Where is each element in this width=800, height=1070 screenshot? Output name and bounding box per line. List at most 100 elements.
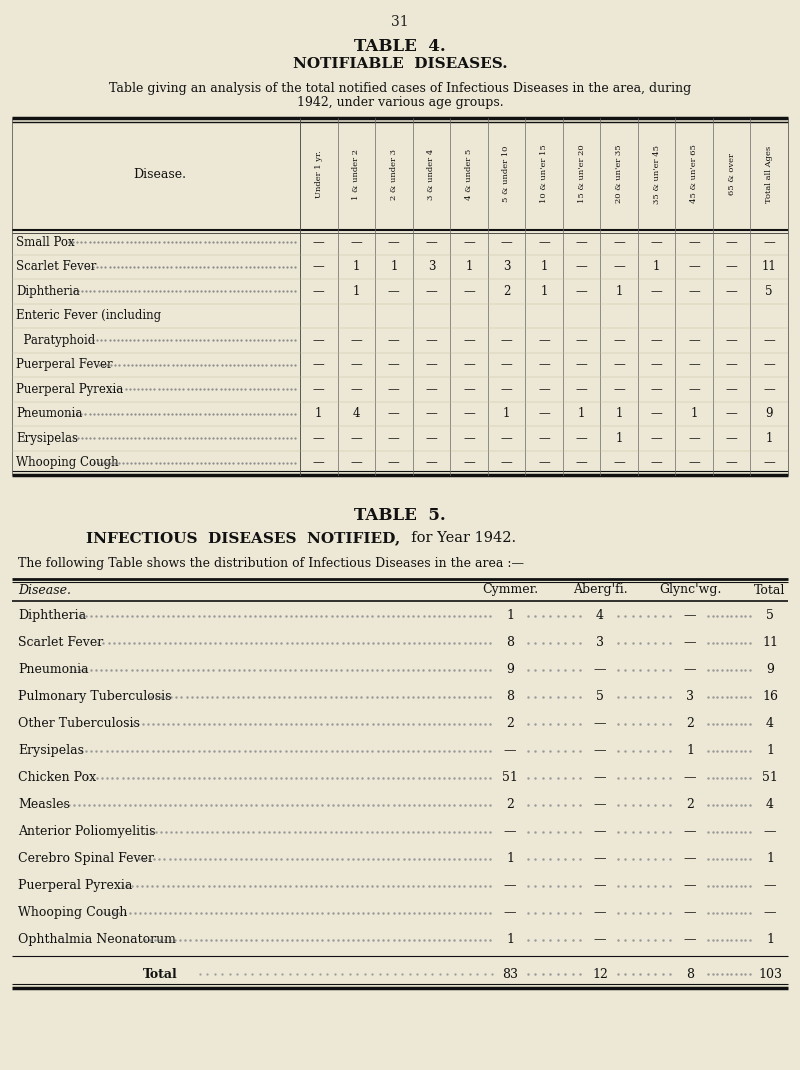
Text: —: —: [538, 358, 550, 371]
Text: Table giving an analysis of the total notified cases of Infectious Diseases in t: Table giving an analysis of the total no…: [109, 82, 691, 95]
Text: 45 & un'er 65: 45 & un'er 65: [690, 144, 698, 203]
Text: —: —: [388, 383, 400, 396]
Text: INFECTIOUS  DISEASES  NOTIFIED,: INFECTIOUS DISEASES NOTIFIED,: [86, 531, 400, 545]
Text: —: —: [688, 285, 700, 297]
Text: —: —: [501, 235, 512, 248]
Text: —: —: [501, 432, 512, 445]
Text: Total all Ages: Total all Ages: [766, 146, 774, 202]
Text: 4: 4: [766, 798, 774, 811]
Text: —: —: [463, 383, 474, 396]
Text: 2: 2: [502, 285, 510, 297]
Text: —: —: [388, 285, 400, 297]
Text: Total: Total: [754, 583, 786, 596]
Text: 1: 1: [615, 408, 622, 421]
Text: Paratyphoid: Paratyphoid: [16, 334, 95, 347]
Text: 51: 51: [502, 771, 518, 784]
Text: —: —: [463, 334, 474, 347]
Text: —: —: [463, 408, 474, 421]
Text: Scarlet Fever: Scarlet Fever: [16, 260, 96, 273]
Text: 20 & un'er 35: 20 & un'er 35: [615, 144, 623, 203]
Text: —: —: [614, 235, 625, 248]
Text: —: —: [426, 456, 438, 470]
Text: 5: 5: [766, 609, 774, 623]
Text: —: —: [726, 358, 738, 371]
Text: —: —: [501, 383, 512, 396]
Text: —: —: [350, 358, 362, 371]
Text: —: —: [350, 334, 362, 347]
Text: 2: 2: [686, 717, 694, 731]
Text: —: —: [350, 432, 362, 445]
Text: —: —: [594, 853, 606, 866]
Text: 8: 8: [506, 690, 514, 703]
Text: —: —: [764, 906, 776, 919]
Text: —: —: [463, 358, 474, 371]
Text: Total: Total: [142, 967, 178, 980]
Text: —: —: [650, 358, 662, 371]
Text: —: —: [650, 432, 662, 445]
Text: 1: 1: [766, 933, 774, 946]
Text: Other Tuberculosis: Other Tuberculosis: [18, 717, 140, 731]
Text: —: —: [350, 456, 362, 470]
Text: —: —: [594, 771, 606, 784]
Text: —: —: [650, 285, 662, 297]
Text: —: —: [313, 235, 325, 248]
Text: The following Table shows the distribution of Infectious Diseases in the area :—: The following Table shows the distributi…: [18, 557, 524, 570]
Text: 4: 4: [353, 408, 360, 421]
Text: —: —: [504, 745, 516, 758]
Text: 1942, under various age groups.: 1942, under various age groups.: [297, 96, 503, 109]
Text: —: —: [388, 408, 400, 421]
Text: 9: 9: [506, 663, 514, 676]
Text: 1: 1: [506, 853, 514, 866]
Text: —: —: [650, 408, 662, 421]
Text: —: —: [576, 358, 587, 371]
Text: 5: 5: [596, 690, 604, 703]
Text: —: —: [538, 235, 550, 248]
Text: —: —: [684, 663, 696, 676]
Text: Cerebro Spinal Fever: Cerebro Spinal Fever: [18, 853, 154, 866]
Text: 31: 31: [391, 15, 409, 29]
Text: —: —: [426, 383, 438, 396]
Text: TABLE  5.: TABLE 5.: [354, 507, 446, 524]
Text: 3: 3: [502, 260, 510, 273]
Text: —: —: [576, 235, 587, 248]
Text: —: —: [594, 933, 606, 946]
Text: —: —: [313, 358, 325, 371]
Text: —: —: [684, 609, 696, 623]
Text: —: —: [684, 637, 696, 649]
Text: —: —: [504, 906, 516, 919]
Text: 5: 5: [766, 285, 773, 297]
Text: —: —: [576, 260, 587, 273]
Text: —: —: [594, 717, 606, 731]
Text: —: —: [764, 880, 776, 892]
Text: —: —: [426, 358, 438, 371]
Text: 1: 1: [578, 408, 586, 421]
Text: 15 & un'er 20: 15 & un'er 20: [578, 144, 586, 203]
Text: —: —: [688, 260, 700, 273]
Text: 9: 9: [766, 408, 773, 421]
Text: —: —: [350, 235, 362, 248]
Text: —: —: [726, 285, 738, 297]
Text: 4 & under 5: 4 & under 5: [465, 149, 473, 200]
Text: —: —: [688, 334, 700, 347]
Text: —: —: [763, 334, 775, 347]
Text: —: —: [538, 456, 550, 470]
Text: 1: 1: [540, 260, 548, 273]
Text: 1: 1: [540, 285, 548, 297]
Text: —: —: [764, 825, 776, 839]
Text: 1: 1: [615, 285, 622, 297]
Text: —: —: [594, 880, 606, 892]
Text: —: —: [763, 235, 775, 248]
Text: —: —: [576, 456, 587, 470]
Text: 3: 3: [428, 260, 435, 273]
Text: —: —: [426, 334, 438, 347]
Text: —: —: [726, 334, 738, 347]
Text: Under 1 yr.: Under 1 yr.: [314, 150, 322, 198]
Text: —: —: [726, 383, 738, 396]
Text: Puerperal Fever: Puerperal Fever: [16, 358, 113, 371]
Text: 8: 8: [506, 637, 514, 649]
Text: —: —: [576, 334, 587, 347]
Text: 11: 11: [762, 637, 778, 649]
Text: 16: 16: [762, 690, 778, 703]
Text: Erysipelas: Erysipelas: [18, 745, 84, 758]
Text: TABLE  4.: TABLE 4.: [354, 39, 446, 55]
